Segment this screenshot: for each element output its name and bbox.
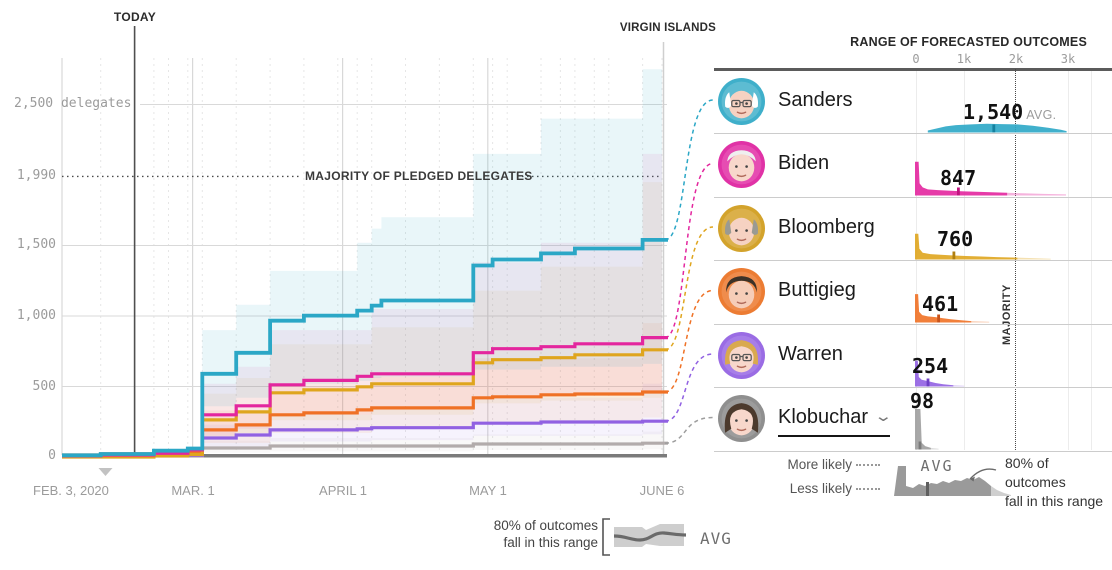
panel-gridline-1k	[964, 69, 965, 450]
candidate-name: Warren	[778, 342, 843, 365]
majority-line-label: MAJORITY OF PLEDGED DELEGATES	[305, 169, 533, 183]
today-label: TODAY	[113, 10, 157, 24]
dotted-leader	[856, 464, 880, 466]
bloomberg-avatar	[718, 204, 765, 252]
candidate-name: Bloomberg	[778, 215, 875, 238]
x-tick-mar1: MAR. 1	[171, 483, 215, 498]
avg-delegates-value: 847	[940, 165, 977, 190]
y-tick-1990: 1,990	[16, 168, 56, 183]
avg-suffix: AVG.	[1026, 108, 1057, 122]
x-tick-jun6: JUNE 6	[639, 483, 685, 498]
x-tick-apr1: APRIL 1	[319, 483, 367, 498]
warren-avatar	[718, 331, 765, 379]
panel-gridline-3k	[1068, 69, 1069, 450]
panel-tick-1k: 1k	[956, 52, 972, 66]
legend-range-text: 80% of outcomes fall in this range	[1005, 455, 1104, 509]
candidate-row-warren[interactable]: Warren 254	[714, 324, 1112, 388]
avg-delegates-value: 461	[922, 291, 959, 316]
y-tick-2500: 2,500 delegates	[14, 96, 132, 111]
candidate-name: Sanders	[778, 88, 853, 111]
legend-avg-label: AVG	[920, 457, 954, 475]
candidate-name: Buttigieg	[778, 279, 856, 301]
range-legend-text: 80% of outcomes fall in this range	[493, 518, 598, 550]
y-tick-0: 0	[48, 448, 56, 463]
buttigieg-avatar	[718, 268, 765, 315]
less-likely-label: Less likely	[770, 481, 880, 496]
x-tick-may1: MAY 1	[469, 483, 507, 498]
more-likely-label: More likely	[770, 457, 880, 472]
y-tick-1500: 1,500	[16, 237, 56, 252]
y-tick-500: 500	[32, 379, 56, 394]
sanders-avatar	[718, 77, 765, 125]
majority-threshold-line	[1015, 69, 1016, 450]
range-legend-avg: AVG	[700, 529, 732, 548]
date-marker-icon	[98, 468, 113, 476]
candidate-row-bloomberg[interactable]: Bloomberg 760	[714, 197, 1112, 261]
dotted-leader	[856, 488, 880, 490]
y-tick-1000: 1,000	[16, 308, 56, 323]
panel-gridline-edge	[1091, 69, 1092, 450]
panel-gridline-0	[916, 69, 917, 450]
chevron-down-icon: ⌄	[873, 408, 893, 425]
candidate-row-klobuchar[interactable]: Klobuchar ⌄ 98	[714, 387, 1112, 452]
panel-tick-3k: 3k	[1060, 52, 1076, 66]
klobuchar-avatar	[718, 395, 765, 442]
hover-contest-label: VIRGIN ISLANDS	[619, 22, 716, 34]
panel-header: RANGE OF FORECASTED OUTCOMES	[850, 35, 1087, 49]
candidate-name: Biden	[778, 152, 830, 174]
panel-tick-2k: 2k	[1008, 52, 1024, 66]
distribution-legend-icon	[894, 466, 1011, 496]
candidate-row-sanders[interactable]: Sanders 1,540 AVG.	[714, 70, 1112, 134]
forecast-outcomes-panel: RANGE OF FORECASTED OUTCOMES 0 1k 2k 3k …	[714, 0, 1112, 570]
avg-delegates-value: 254	[912, 354, 949, 378]
avg-delegates-value: 760	[937, 227, 974, 251]
candidate-selector-dropdown[interactable]: Klobuchar ⌄	[778, 406, 893, 437]
biden-avatar	[718, 141, 765, 188]
delegate-forecast-chart[interactable]	[0, 0, 720, 570]
range-band-legend-icon	[602, 518, 687, 556]
candidate-row-biden[interactable]: Biden 847	[714, 133, 1112, 198]
x-tick-feb3: FEB. 3, 2020	[33, 483, 109, 498]
bloomberg-outcome-distribution	[915, 233, 1051, 259]
avg-delegates-value: 98	[910, 388, 935, 413]
panel-tick-0: 0	[912, 52, 920, 66]
candidate-row-buttigieg[interactable]: Buttigieg 461	[714, 260, 1112, 325]
panel-top-border	[714, 68, 1112, 71]
biden-outcome-distribution	[915, 161, 1066, 196]
avg-delegates-value: 1,540 AVG.	[963, 100, 1057, 124]
